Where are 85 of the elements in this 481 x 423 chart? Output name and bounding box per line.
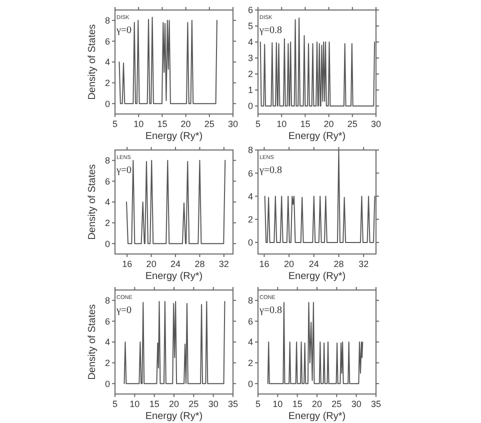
y-tick-label: 8 [104, 296, 110, 306]
x-tick-label: 30 [351, 399, 362, 409]
line-series [118, 16, 218, 104]
x-tick-label: 35 [228, 399, 238, 409]
y-tick-label: 4 [248, 191, 253, 202]
y-tick-label: 5 [248, 21, 253, 32]
annotation: γ=0.8 [258, 25, 282, 36]
x-tick-label: 30 [208, 399, 218, 409]
x-tick-label: 15 [292, 399, 302, 409]
y-tick-label: 2 [248, 358, 253, 368]
y-tick-label: 8 [248, 145, 253, 156]
x-tick-label: 5 [255, 399, 261, 409]
x-tick-label: 20 [324, 119, 334, 129]
x-axis-title: Energy (Ry*) [145, 271, 203, 282]
y-tick-label: 8 [104, 16, 110, 26]
x-tick-label: 25 [188, 399, 199, 409]
y-tick-label: 2 [248, 69, 253, 80]
y-tick-label: 4 [248, 337, 253, 348]
x-tick-label: 25 [204, 119, 214, 129]
annotation: γ=0 [116, 25, 132, 36]
y-tick-label: 6 [248, 168, 253, 178]
x-axis-title: Energy (Ry*) [145, 411, 203, 422]
x-tick-label: 28 [334, 259, 344, 269]
y-tick-label: 2 [104, 218, 110, 228]
y-tick-label: 0 [104, 238, 110, 249]
y-tick-label: 4 [104, 197, 110, 208]
y-axis-title: Density of States [87, 24, 98, 100]
x-tick-label: 28 [194, 259, 205, 269]
annotation: γ=0.8 [258, 305, 282, 316]
x-tick-label: 35 [370, 399, 382, 409]
x-tick-label: 16 [122, 259, 132, 269]
x-axis-title: Energy (Ry*) [288, 271, 346, 282]
y-tick-label: 2 [248, 214, 253, 224]
annotation: γ=0 [116, 305, 132, 316]
line-series [260, 18, 376, 106]
x-tick-label: 15 [149, 399, 160, 409]
y-tick-label: 4 [104, 337, 110, 348]
x-axis-title: Energy (Ry*) [288, 411, 346, 422]
x-tick-label: 5 [112, 399, 118, 409]
y-tick-label: 6 [248, 316, 253, 326]
x-tick-label: 25 [347, 119, 358, 129]
y-tick-label: 4 [104, 57, 110, 68]
x-tick-label: 24 [308, 259, 319, 269]
y-tick-label: 8 [248, 296, 253, 306]
y-tick-label: 0 [248, 101, 253, 112]
x-tick-label: 15 [157, 119, 168, 129]
x-tick-label: 5 [255, 119, 261, 129]
y-tick-label: 0 [248, 378, 253, 389]
x-axis-title: Energy (Ry*) [145, 131, 203, 142]
y-axis-title: Density of States [87, 164, 98, 240]
y-axis-title: Density of States [87, 304, 98, 380]
y-tick-label: 0 [248, 238, 253, 248]
annotation: γ=0 [116, 165, 132, 176]
y-tick-label: 6 [248, 5, 253, 16]
y-tick-label: 1 [248, 85, 253, 96]
x-tick-label: 10 [272, 399, 283, 409]
x-tick-label: 10 [134, 119, 144, 129]
x-tick-label: 20 [312, 399, 322, 409]
x-tick-label: 32 [358, 259, 369, 269]
x-tick-label: 20 [168, 399, 180, 409]
x-tick-label: 10 [276, 119, 287, 129]
x-tick-label: 30 [370, 119, 382, 129]
x-tick-label: 24 [170, 259, 181, 269]
x-tick-label: 20 [146, 259, 156, 269]
annotation: γ=0.8 [258, 165, 282, 176]
x-tick-label: 10 [130, 399, 140, 409]
y-tick-label: 2 [104, 78, 110, 88]
y-tick-label: 0 [104, 378, 110, 389]
y-tick-label: 3 [248, 53, 253, 64]
y-tick-label: 6 [104, 36, 110, 46]
y-tick-label: 6 [104, 176, 110, 186]
y-tick-label: 8 [104, 156, 110, 166]
y-tick-label: 0 [104, 98, 110, 109]
x-tick-label: 20 [180, 119, 191, 129]
x-tick-label: 32 [218, 259, 229, 269]
x-tick-label: 30 [228, 119, 238, 129]
x-axis-title: Energy (Ry*) [288, 131, 346, 142]
y-tick-label: 6 [104, 316, 110, 326]
x-tick-label: 15 [300, 119, 310, 129]
x-tick-label: 5 [112, 119, 118, 129]
x-tick-label: 25 [332, 399, 342, 409]
y-tick-label: 2 [104, 358, 110, 368]
x-tick-label: 16 [259, 259, 270, 269]
x-tick-label: 20 [284, 259, 294, 269]
y-tick-label: 4 [248, 37, 253, 48]
